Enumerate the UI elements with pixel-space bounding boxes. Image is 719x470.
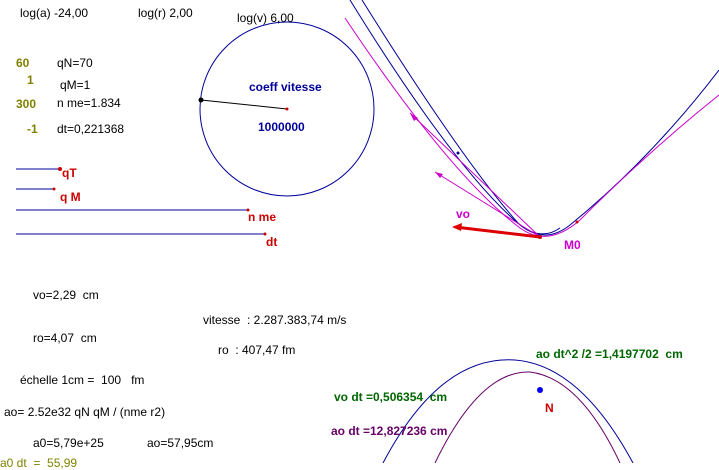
slider-qM-handle[interactable] [52, 187, 56, 191]
arrowhead-long [410, 113, 418, 121]
slider-dt-label: dt [266, 235, 278, 249]
lower-curve-purple [434, 371, 621, 463]
log-a-label: log(a) -24,00 [20, 6, 89, 20]
slider-qT-handle[interactable] [58, 167, 62, 171]
point-N[interactable] [537, 387, 543, 393]
param-qN: qN=70 [57, 56, 93, 70]
n-label: N [545, 401, 554, 415]
result-vo: vo=2,29 cm [33, 288, 99, 302]
param-value-neg1[interactable]: -1 [27, 122, 38, 136]
vo-arrowhead [452, 223, 462, 231]
result-echelle: échelle 1cm = 100 fm [20, 373, 145, 387]
circle-center-dot [285, 107, 289, 111]
circle-value: 1000000 [258, 120, 305, 134]
vo-label: vo [456, 207, 471, 221]
result-ao-dt: ao dt =12,827236 cm [331, 424, 448, 438]
param-value-1[interactable]: 1 [27, 73, 34, 87]
result-ao-formula: ao= 2.52e32 qN qM / (nme r2) [4, 405, 166, 419]
param-value-60[interactable]: 60 [16, 56, 30, 70]
param-value-300[interactable]: 300 [16, 97, 37, 111]
trajectory-blue-inner [361, 0, 561, 235]
vector-magenta-long [409, 112, 541, 238]
log-r-label: log(r) 2,00 [138, 6, 193, 20]
result-ro-fm: ro : 407,47 fm [218, 343, 296, 357]
slider-qM-label: q M [60, 190, 81, 204]
trajectory-blue-outer [349, 0, 719, 236]
slider-qT-label: qT [62, 166, 77, 180]
slider-nme-handle[interactable] [246, 208, 250, 212]
vector-magenta-short [434, 171, 541, 238]
velocity-coefficient-circle[interactable] [199, 21, 375, 197]
param-qM: qM=1 [60, 78, 91, 92]
trajectory-magenta [344, 17, 719, 237]
result-a0: a0=5,79e+25 [33, 436, 104, 450]
param-nme: n me=1.834 [57, 96, 121, 110]
slider-nme-label: n me [248, 210, 277, 224]
circle-title: coeff vitesse [249, 80, 322, 94]
velocity-radius-line [200, 99, 288, 110]
slider-dt-handle[interactable] [263, 232, 267, 236]
result-ro: ro=4,07 cm [33, 331, 97, 345]
trajectory-dot-1 [456, 151, 460, 155]
velocity-handle[interactable] [198, 97, 204, 103]
m0-point[interactable] [538, 235, 542, 239]
trajectory-dot-2 [575, 220, 579, 224]
lower-curve-blue [382, 359, 634, 463]
param-dt: dt=0,221368 [57, 122, 125, 136]
m0-label: M0 [564, 238, 581, 252]
result-vo-dt: vo dt =0,506354 cm [334, 390, 448, 404]
arrowhead-short [435, 172, 443, 178]
result-ao-dt2: ao dt^2 /2 =1,4197702 cm [536, 347, 683, 361]
velocity-vector-vo[interactable] [454, 225, 541, 239]
result-cut-off: a0 dt = 55,99 [0, 456, 78, 470]
log-v-label: log(v) 6,00 [237, 11, 294, 25]
result-vitesse: vitesse : 2.287.383,74 m/s [203, 313, 347, 327]
result-ao-cm: ao=57,95cm [147, 436, 214, 450]
